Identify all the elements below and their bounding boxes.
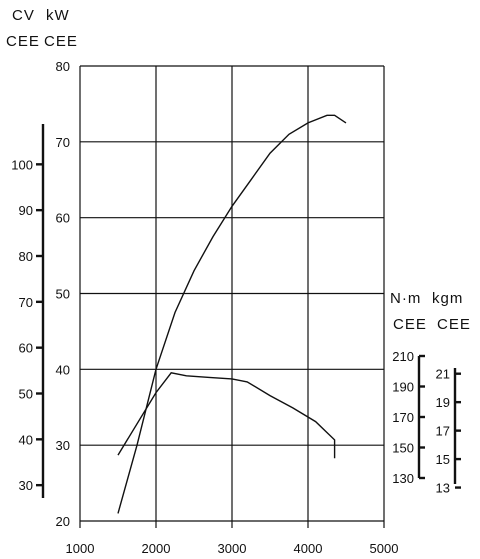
- kw-tick-label: 60: [56, 211, 70, 226]
- nm-tick-label: 170: [392, 410, 414, 425]
- nm-tick-label: 130: [392, 471, 414, 486]
- nm-tick-label: 190: [392, 380, 414, 395]
- right-unit-labels: N·m kgm CEE CEE: [390, 290, 471, 333]
- cv-tick-label: 100: [11, 157, 33, 172]
- kgm-tick-label: 21: [436, 367, 450, 382]
- cv-tick-label: 90: [19, 203, 33, 218]
- kgm-tick-label: 19: [436, 395, 450, 410]
- cv-tick-label: 70: [19, 295, 33, 310]
- kgm-unit-label: kgm: [432, 290, 463, 307]
- kw-tick-label: 50: [56, 287, 70, 302]
- cv-tick-label: 60: [19, 341, 33, 356]
- nm-tick-label: 210: [392, 349, 414, 364]
- kw-tick-label: 30: [56, 438, 70, 453]
- power-curve: [117, 114, 347, 514]
- kgm-tick-label: 13: [436, 481, 450, 496]
- kw-tick-label: 40: [56, 362, 70, 377]
- kgm-standard-label: CEE: [437, 316, 471, 333]
- cv-tick-label: 40: [19, 432, 33, 447]
- kgm-tick-label: 17: [436, 424, 450, 439]
- x-tick-label: 1000: [66, 541, 95, 556]
- cv-standard-label: CEE: [6, 33, 40, 50]
- curves: [117, 114, 347, 514]
- cv-tick-label: 30: [19, 478, 33, 493]
- x-tick-label: 2000: [142, 541, 171, 556]
- x-tick-label: 5000: [370, 541, 399, 556]
- cv-unit-label: CV: [12, 7, 35, 24]
- nm-standard-label: CEE: [393, 316, 427, 333]
- cv-tick-label: 80: [19, 249, 33, 264]
- kw-tick-label: 20: [56, 514, 70, 529]
- top-left-unit-labels: CV kW CEE CEE: [6, 7, 78, 50]
- plot-grid: [79, 65, 385, 522]
- kw-standard-label: CEE: [44, 33, 78, 50]
- kw-tick-label: 80: [56, 59, 70, 74]
- torque-curve: [117, 372, 336, 459]
- kw-unit-label: kW: [46, 7, 70, 24]
- kw-tick-label: 70: [56, 135, 70, 150]
- x-tick-label: 4000: [294, 541, 323, 556]
- nm-unit-label: N·m: [390, 290, 421, 307]
- axes: 20 30 40 50 60 70 80 1000 2000 3000 4000 5000 30 40 50…: [11, 59, 461, 556]
- nm-tick-label: 150: [392, 441, 414, 456]
- cv-tick-label: 50: [19, 387, 33, 402]
- kgm-tick-label: 15: [436, 452, 450, 467]
- x-tick-label: 3000: [218, 541, 247, 556]
